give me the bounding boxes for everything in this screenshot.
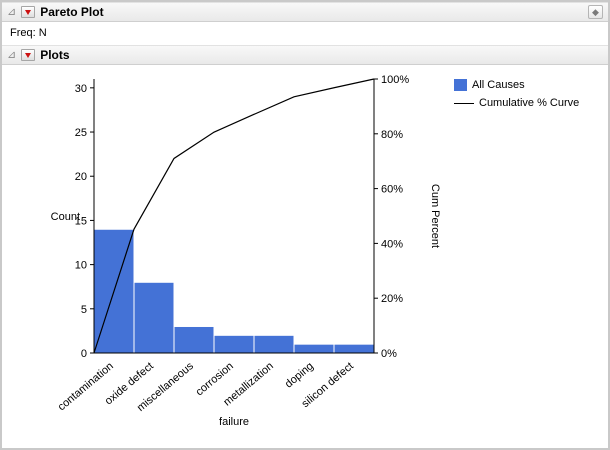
y-tick-label-left: 0 (81, 348, 87, 360)
window-corner-icon[interactable]: ◆ (588, 5, 603, 19)
y-tick-label-left: 25 (75, 127, 87, 139)
page-title: Pareto Plot (40, 5, 104, 19)
pareto-plot-header: ⊿ Pareto Plot ◆ (2, 2, 608, 22)
legend-label: Cumulative % Curve (479, 97, 580, 109)
pareto-chart: 0 5 10 15 20 25 30 0% 20% 40% 60% 80% 100% contaminat… (51, 74, 441, 428)
red-triangle-menu-icon[interactable] (21, 49, 36, 61)
x-tick-label: doping (283, 360, 316, 390)
y-tick-label-right: 60% (381, 184, 403, 196)
pareto-bar[interactable] (173, 325, 215, 354)
disclosure-triangle-icon[interactable]: ⊿ (7, 48, 17, 61)
y-tick-label-right: 100% (381, 74, 409, 86)
pareto-bar[interactable] (253, 334, 295, 354)
y-tick-label-left: 30 (75, 83, 87, 95)
x-tick-label: contamination (56, 360, 116, 413)
chart-legend: All Causes Cumulative % Curve (454, 79, 579, 109)
plots-header: ⊿ Plots (2, 45, 608, 65)
red-triangle-menu-icon[interactable] (21, 6, 36, 18)
bar-color-swatch (454, 79, 467, 91)
disclosure-triangle-icon[interactable]: ⊿ (7, 5, 17, 18)
plots-title: Plots (40, 48, 70, 62)
y-tick-label-right: 80% (381, 129, 403, 141)
y-tick-label-left: 20 (75, 171, 87, 183)
freq-label: Freq: N (10, 27, 47, 39)
pareto-bar[interactable] (293, 343, 335, 354)
x-axis-title: failure (219, 416, 249, 428)
y-tick-label-right: 40% (381, 238, 403, 250)
y-tick-label-right: 20% (381, 293, 403, 305)
pareto-bar[interactable] (133, 281, 175, 354)
y-tick-label-left: 10 (75, 260, 87, 272)
pareto-bar[interactable] (213, 334, 255, 354)
y-axis-title-right: Cum Percent (429, 184, 441, 248)
pareto-chart-area: 0 5 10 15 20 25 30 0% 20% 40% 60% 80% 100% contaminat… (2, 65, 608, 446)
y-axis-title-left: Count (51, 211, 80, 223)
y-tick-label-left: 5 (81, 304, 87, 316)
curve-line-swatch (454, 102, 474, 104)
legend-item-all-causes: All Causes (454, 79, 579, 91)
legend-item-cumulative-curve: Cumulative % Curve (454, 97, 579, 109)
y-tick-label-right: 0% (381, 348, 397, 360)
legend-label: All Causes (472, 79, 525, 91)
pareto-bar[interactable] (333, 343, 375, 354)
cumulative-percent-curve[interactable] (93, 78, 375, 354)
y-tick-label-left: 15 (75, 215, 87, 227)
